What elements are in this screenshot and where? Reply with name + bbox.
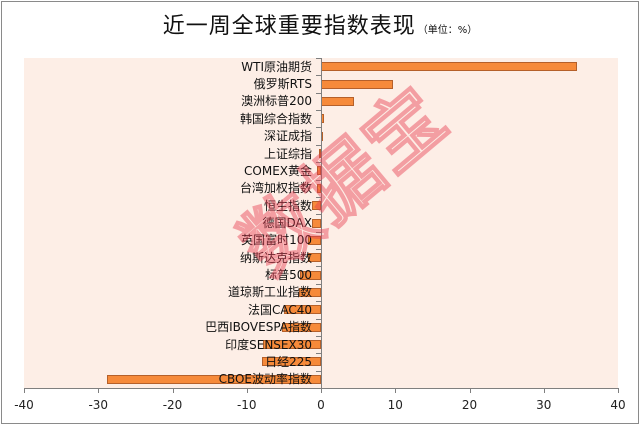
x-tick-label: 0 bbox=[317, 398, 325, 412]
x-tick-label: -40 bbox=[14, 398, 34, 412]
y-tick bbox=[316, 353, 321, 355]
x-tick-label: -30 bbox=[88, 398, 109, 412]
bar bbox=[308, 235, 321, 245]
category-label: 恒生指数 bbox=[263, 198, 312, 213]
bar bbox=[312, 218, 321, 228]
bar bbox=[299, 287, 321, 297]
bar bbox=[281, 322, 321, 332]
category-label: 深证成指 bbox=[263, 129, 312, 144]
x-tick-label: 30 bbox=[536, 398, 552, 412]
category-label: 英国富时100 bbox=[241, 233, 312, 248]
y-tick bbox=[316, 266, 321, 268]
bar bbox=[307, 253, 321, 263]
bar bbox=[321, 96, 355, 106]
category-label: 标普500 bbox=[265, 268, 312, 283]
bar bbox=[107, 374, 321, 384]
x-tick-label: 40 bbox=[610, 398, 626, 412]
category-label: 台湾加权指数 bbox=[239, 181, 312, 196]
y-tick bbox=[316, 179, 321, 181]
bar bbox=[317, 183, 321, 193]
chart-title: 近一周全球重要指数表现 （单位：%） bbox=[0, 8, 640, 40]
category-label: 韩国综合指数 bbox=[239, 111, 312, 126]
category-label: 德国DAX bbox=[262, 216, 312, 230]
bar bbox=[300, 270, 321, 280]
x-tick-label: 20 bbox=[461, 398, 478, 412]
y-tick bbox=[316, 196, 321, 198]
y-tick bbox=[316, 127, 321, 129]
x-tick-label: -20 bbox=[162, 398, 183, 412]
y-tick bbox=[316, 318, 321, 320]
x-tick bbox=[246, 388, 248, 393]
category-label: 俄罗斯RTS bbox=[253, 77, 312, 92]
bar bbox=[321, 62, 578, 72]
y-tick bbox=[316, 249, 321, 251]
x-tick bbox=[469, 388, 471, 393]
bar bbox=[283, 305, 321, 315]
y-tick bbox=[316, 110, 321, 112]
y-tick bbox=[316, 283, 321, 285]
bar bbox=[321, 79, 394, 89]
y-tick bbox=[316, 301, 321, 303]
x-tick bbox=[172, 388, 174, 393]
x-tick-label: 10 bbox=[387, 398, 403, 412]
y-tick bbox=[316, 58, 321, 59]
x-tick bbox=[618, 388, 619, 393]
bar bbox=[317, 166, 321, 176]
category-label: 印度SENSEX30 bbox=[225, 337, 312, 352]
category-label: COMEX黄金 bbox=[244, 163, 312, 178]
y-tick bbox=[316, 162, 321, 164]
x-tick-label: -10 bbox=[236, 398, 257, 412]
y-tick bbox=[316, 75, 321, 77]
bar bbox=[261, 357, 321, 367]
category-label: 纳斯达克指数 bbox=[239, 250, 312, 265]
y-tick bbox=[316, 231, 321, 233]
bar bbox=[318, 149, 321, 159]
y-tick bbox=[316, 144, 321, 146]
title-text: 近一周全球重要指数表现 bbox=[162, 14, 416, 39]
bar bbox=[263, 340, 321, 350]
category-label: 法国CAC40 bbox=[247, 302, 312, 317]
bar bbox=[312, 201, 321, 211]
x-tick bbox=[543, 388, 545, 393]
x-tick bbox=[321, 388, 322, 393]
y-tick bbox=[316, 335, 321, 337]
y-axis-line bbox=[321, 58, 322, 388]
category-label: CBOE波动率指数 bbox=[218, 372, 312, 387]
unit-label: （单位：%） bbox=[417, 25, 478, 36]
y-tick bbox=[316, 370, 321, 372]
category-label: WTI原油期货 bbox=[241, 59, 312, 74]
category-label: 澳洲标普200 bbox=[241, 94, 312, 109]
y-tick bbox=[316, 214, 321, 216]
x-tick bbox=[395, 388, 397, 393]
x-tick bbox=[98, 388, 100, 393]
y-tick bbox=[316, 92, 321, 94]
category-label: 巴西IBOVESPA指数 bbox=[205, 320, 312, 335]
category-label: 道琼斯工业指数 bbox=[227, 285, 312, 300]
category-label: 日经225 bbox=[265, 354, 312, 369]
category-label: 上证综指 bbox=[263, 146, 312, 161]
x-tick bbox=[24, 388, 25, 393]
